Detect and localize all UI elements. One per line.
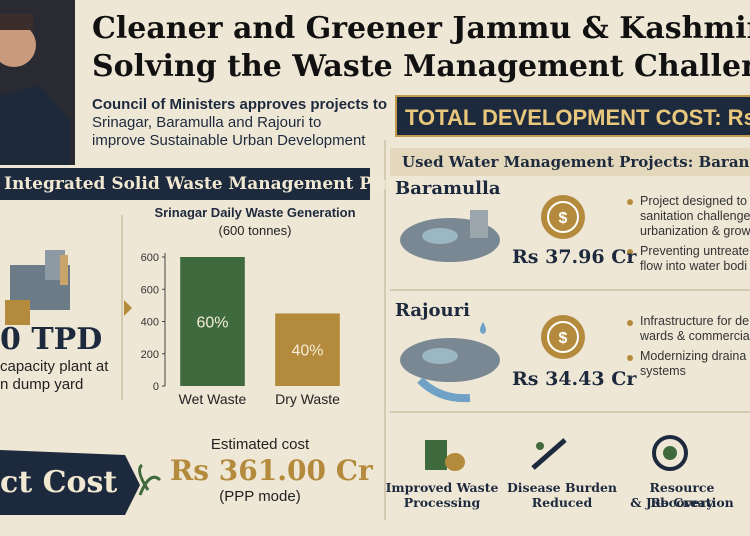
bullet-line: systems (640, 364, 686, 378)
capacity: 0 TPD (0, 322, 103, 357)
svg-text:$: $ (559, 210, 568, 227)
benefit-label: Disease Burden (506, 480, 618, 495)
bullet-line: Infrastructure for de (640, 314, 750, 328)
cost-caption: Estimated cost (210, 436, 310, 453)
y-tick-label: 600 (141, 284, 159, 296)
subtitle: Council of Ministers approves projects t… (92, 96, 387, 150)
bullet-line: sanitation challenge (640, 209, 750, 223)
chart-title: Srinagar Daily Waste Generation (154, 205, 355, 220)
svg-text:$: $ (559, 330, 568, 347)
section-title: Used Water Management Projects: Baranull… (390, 148, 750, 176)
project-cost: Rs 34.43 Cr (512, 368, 637, 390)
project-cost: Rs 37.96 Cr (512, 246, 637, 268)
bullet-line: flow into water bodi (640, 259, 748, 273)
title-line: Cleaner and Greener Jammu & Kashmir (92, 11, 750, 46)
x-tick-label: Dry Waste (275, 391, 340, 407)
project-name: Baramulla (395, 178, 501, 199)
project-name: Rajouri (395, 300, 470, 321)
capacity-text: capacity plant at n dump yard (0, 358, 108, 394)
value-label: 40% (291, 343, 323, 360)
benefit-label: U (742, 480, 750, 495)
subtitle-line: Srinagar, Baramulla and Rajouri to (92, 114, 322, 131)
benefit-label: Resource Recovery (649, 480, 715, 510)
bar (275, 313, 340, 386)
benefit-label: Improved Waste (385, 480, 499, 495)
y-tick-label: 200 (141, 349, 159, 361)
bullet-line: Preventing untreate (640, 244, 750, 258)
cost-mode: (PPP mode) (219, 488, 301, 505)
benefit-label: & Job Creation (630, 495, 734, 510)
bullet-line: urbanization & grow (640, 224, 750, 238)
capacity-line: n dump yard (0, 376, 84, 393)
y-tick-label: 0 (153, 381, 159, 393)
bullet-line: Project designed to (640, 194, 748, 208)
benefit-label: Reduced (531, 495, 593, 510)
capacity-line: capacity plant at (0, 358, 109, 375)
value-label: 60% (196, 315, 228, 332)
cost-banner: ct Cost (0, 465, 118, 500)
title-line: Solving the Waste Management Challenge (92, 49, 750, 84)
bullet-line: wards & commercia (640, 329, 750, 343)
benefit-label: Processing (403, 495, 481, 510)
y-tick-label: 400 (141, 317, 159, 329)
bullet-line: Modernizing draina (640, 349, 747, 363)
x-tick-label: Wet Waste (179, 391, 247, 407)
total-banner: TOTAL DEVELOPMENT COST: Rs 433 (395, 95, 750, 137)
cost-value: Rs 361.00 Cr (170, 454, 373, 487)
title: Cleaner and Greener Jammu & Kashmir Solvi… (92, 10, 750, 86)
left-banner: Integrated Solid Waste Management Projec… (0, 168, 428, 200)
bar (180, 257, 245, 386)
y-tick-label: 600 (141, 252, 159, 264)
subtitle-line: Council of Ministers approves projects t… (92, 96, 388, 113)
subtitle-line: improve Sustainable Urban Development (92, 132, 366, 149)
chart-subtitle: (600 tonnes) (219, 223, 292, 238)
chart: Srinagar Daily Waste Generation (600 ton… (141, 205, 356, 407)
